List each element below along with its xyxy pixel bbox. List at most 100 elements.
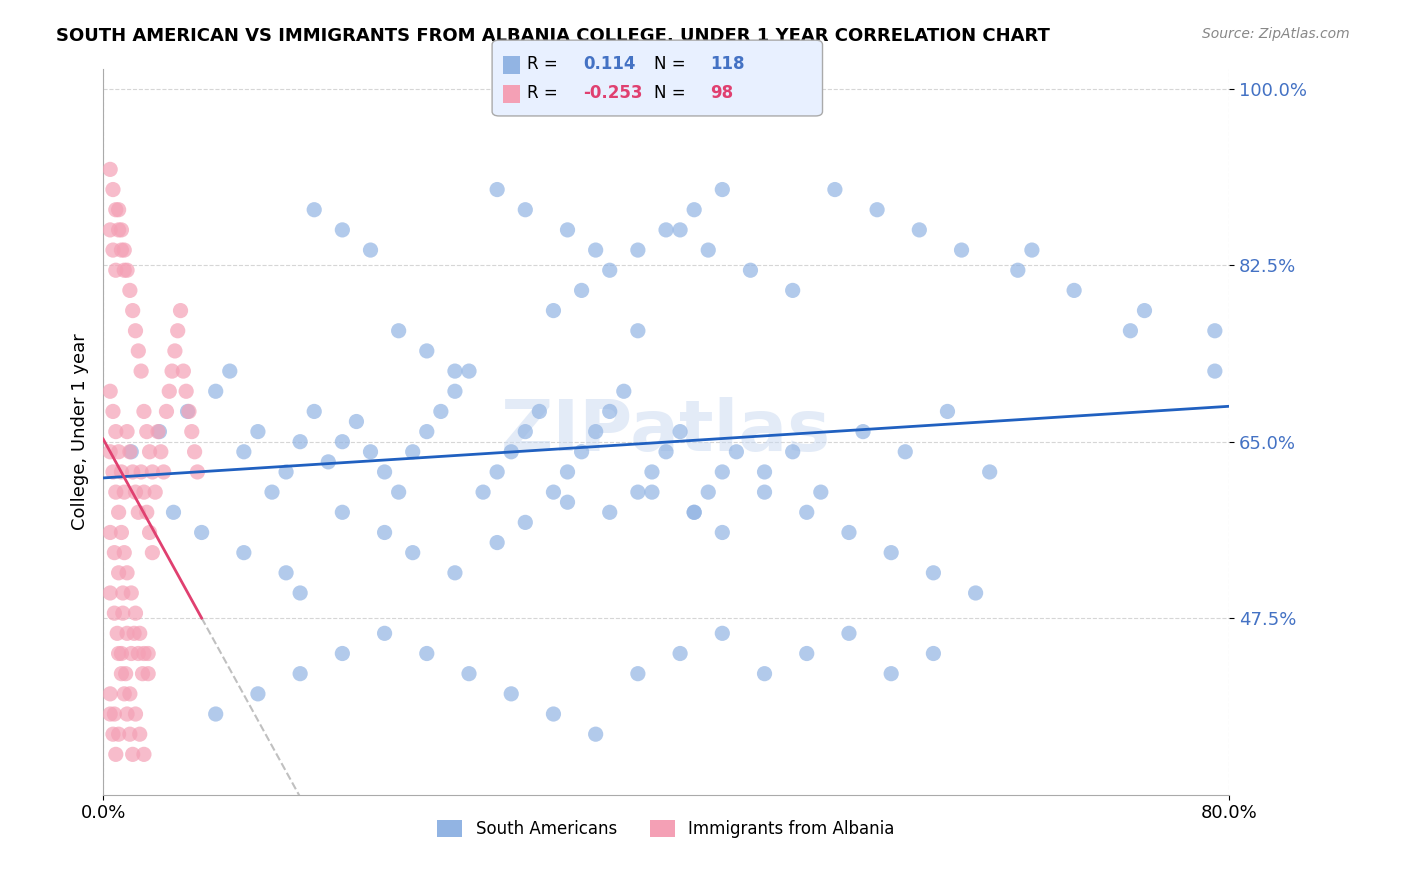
Point	[543, 303, 565, 318]
Point	[190, 525, 212, 540]
Point	[124, 485, 146, 500]
Point	[166, 324, 188, 338]
Point	[115, 626, 138, 640]
Point	[103, 706, 125, 721]
Point	[557, 465, 579, 479]
Point	[274, 465, 297, 479]
Text: 118: 118	[710, 55, 745, 73]
Point	[613, 384, 636, 399]
Point	[302, 404, 325, 418]
Point	[810, 485, 832, 500]
Point	[880, 666, 903, 681]
Point	[127, 343, 149, 358]
Point	[697, 243, 720, 257]
Point	[1204, 364, 1226, 378]
Point	[110, 525, 132, 540]
Point	[430, 404, 453, 418]
Point	[115, 425, 138, 439]
Point	[136, 666, 159, 681]
Point	[557, 495, 579, 509]
Point	[754, 465, 776, 479]
Point	[107, 647, 129, 661]
Point	[101, 183, 124, 197]
Text: 118: 118	[717, 54, 752, 71]
Legend: South Americans, Immigrants from Albania: South Americans, Immigrants from Albania	[430, 813, 901, 845]
Point	[124, 324, 146, 338]
Point	[599, 404, 621, 418]
Point	[557, 223, 579, 237]
Point	[599, 263, 621, 277]
Text: SOUTH AMERICAN VS IMMIGRANTS FROM ALBANIA COLLEGE, UNDER 1 YEAR CORRELATION CHAR: SOUTH AMERICAN VS IMMIGRANTS FROM ALBANI…	[56, 27, 1050, 45]
Point	[585, 243, 607, 257]
Point	[711, 626, 734, 640]
Y-axis label: College, Under 1 year: College, Under 1 year	[72, 334, 89, 530]
Text: R =: R =	[520, 85, 551, 103]
Point	[104, 263, 127, 277]
Point	[288, 666, 311, 681]
Point	[288, 586, 311, 600]
Point	[360, 243, 382, 257]
Point	[138, 525, 160, 540]
Point	[103, 546, 125, 560]
Text: Source: ZipAtlas.com: Source: ZipAtlas.com	[1202, 27, 1350, 41]
Point	[204, 384, 226, 399]
Point	[330, 647, 353, 661]
Point	[131, 666, 153, 681]
Point	[124, 706, 146, 721]
Point	[104, 485, 127, 500]
Point	[725, 444, 748, 458]
Point	[711, 183, 734, 197]
Text: R =: R =	[520, 54, 551, 71]
Point	[543, 706, 565, 721]
Point	[112, 485, 135, 500]
Point	[163, 343, 186, 358]
Point	[98, 687, 121, 701]
Point	[288, 434, 311, 449]
Point	[458, 666, 481, 681]
Point	[922, 566, 945, 580]
Point	[174, 384, 197, 399]
Point	[711, 525, 734, 540]
Point	[98, 223, 121, 237]
Point	[316, 455, 339, 469]
Point	[136, 647, 159, 661]
Point	[330, 505, 353, 519]
Point	[118, 444, 141, 458]
Point	[120, 444, 142, 458]
Point	[388, 324, 411, 338]
Point	[103, 606, 125, 620]
Point	[121, 465, 143, 479]
Point	[118, 687, 141, 701]
Point	[101, 404, 124, 418]
Point	[486, 183, 509, 197]
Point	[101, 243, 124, 257]
Point	[754, 485, 776, 500]
Point	[950, 243, 973, 257]
Point	[416, 343, 439, 358]
Point	[101, 465, 124, 479]
Point	[501, 444, 523, 458]
Point	[683, 505, 706, 519]
Point	[360, 444, 382, 458]
Point	[141, 465, 163, 479]
Point	[571, 444, 593, 458]
Point	[458, 364, 481, 378]
Point	[162, 505, 184, 519]
Point	[782, 284, 804, 298]
Point	[118, 284, 141, 298]
Point	[143, 485, 166, 500]
Point	[585, 727, 607, 741]
Point	[132, 404, 155, 418]
Point	[204, 706, 226, 721]
Point	[98, 162, 121, 177]
Point	[98, 706, 121, 721]
Point	[110, 666, 132, 681]
Point	[585, 425, 607, 439]
Text: N =: N =	[654, 55, 685, 73]
Point	[260, 485, 283, 500]
Point	[782, 444, 804, 458]
Point	[112, 263, 135, 277]
Point	[128, 727, 150, 741]
Point	[183, 444, 205, 458]
Point	[152, 465, 174, 479]
